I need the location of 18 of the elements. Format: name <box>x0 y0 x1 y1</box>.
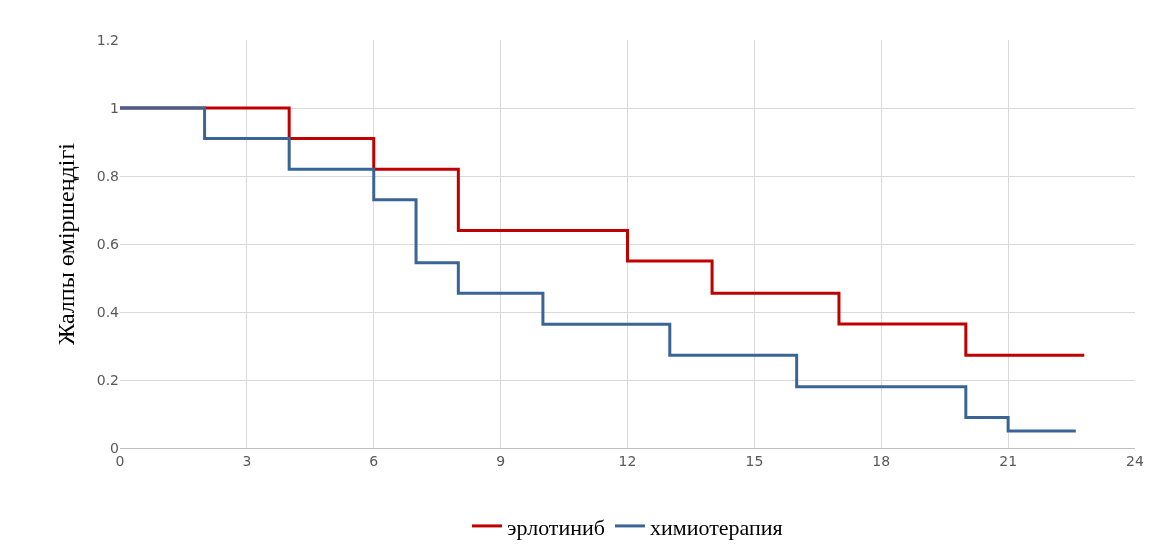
x-tick-label: 12 <box>618 452 637 469</box>
y-tick-label: 0.2 <box>96 371 119 388</box>
x-tick-label: 3 <box>242 452 252 469</box>
x-tick-label: 18 <box>872 452 891 469</box>
y-tick-label: 1.2 <box>96 31 119 48</box>
y-tick-label: 1 <box>110 99 119 116</box>
y-tick-label: 0.8 <box>96 167 119 184</box>
x-tick-label: 21 <box>999 452 1018 469</box>
x-tick-label: 6 <box>369 452 379 469</box>
x-tick-label: 24 <box>1126 452 1144 469</box>
y-axis-title: Жалпы өміршеңдігі <box>52 142 79 345</box>
legend-label: эрлотиниб <box>507 514 605 540</box>
legend-label: химиотерапия <box>649 514 783 540</box>
x-tick-label: 15 <box>745 452 764 469</box>
y-tick-label: 0 <box>110 439 119 456</box>
y-tick-label: 0.4 <box>96 303 120 320</box>
y-tick-label: 0.6 <box>96 235 120 252</box>
x-tick-label: 9 <box>496 452 506 469</box>
